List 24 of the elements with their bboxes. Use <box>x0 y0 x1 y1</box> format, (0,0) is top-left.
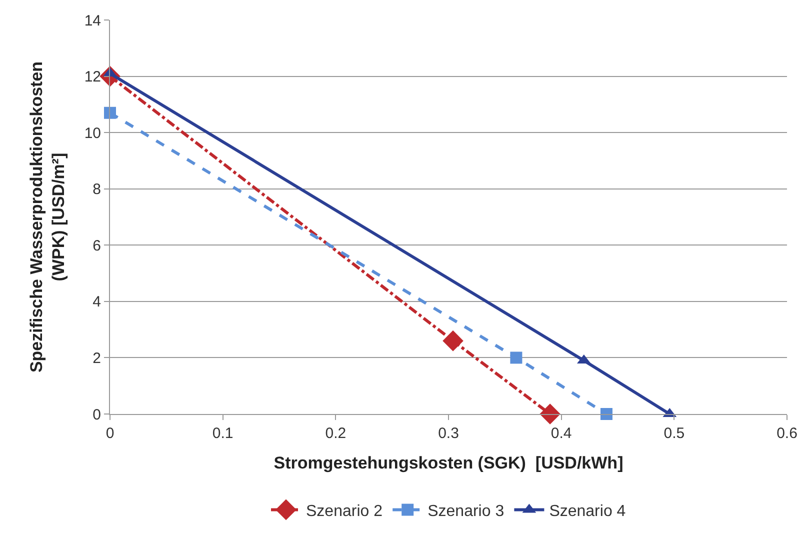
y-tick-label: 4 <box>92 294 101 311</box>
legend-label: Szenario 4 <box>549 502 626 520</box>
point <box>510 352 522 364</box>
y-axis-title: Spezifische Wasserproduktionskosten (WPK) [USD/m²] <box>26 61 68 373</box>
x-tick-label: 0.4 <box>550 425 572 442</box>
x-tick-label: 0.2 <box>325 425 346 442</box>
y-tick-label: 2 <box>92 350 101 367</box>
x-tick-label: 0.3 <box>438 425 459 442</box>
legend-label: Szenario 2 <box>306 502 383 520</box>
x-tick-label: 0.5 <box>664 425 685 442</box>
x-tick-label: 0.1 <box>212 425 234 442</box>
y-tick-label: 12 <box>84 68 101 86</box>
point <box>104 106 116 119</box>
y-tick-label: 6 <box>92 237 101 254</box>
legend-label: Szenario 3 <box>428 502 504 520</box>
y-tick-label: 0 <box>92 406 101 424</box>
y-tick-label: 14 <box>84 12 101 30</box>
x-tick-label: 0.6 <box>776 425 798 442</box>
x-tick-label: 0 <box>106 425 114 442</box>
x-axis-title: Stromgestehungskosten (SGK) [USD/kWh] <box>274 453 624 472</box>
y-tick-label: 8 <box>92 181 101 198</box>
y-tick-label: 10 <box>84 124 101 142</box>
point <box>442 330 464 352</box>
point <box>600 408 612 420</box>
